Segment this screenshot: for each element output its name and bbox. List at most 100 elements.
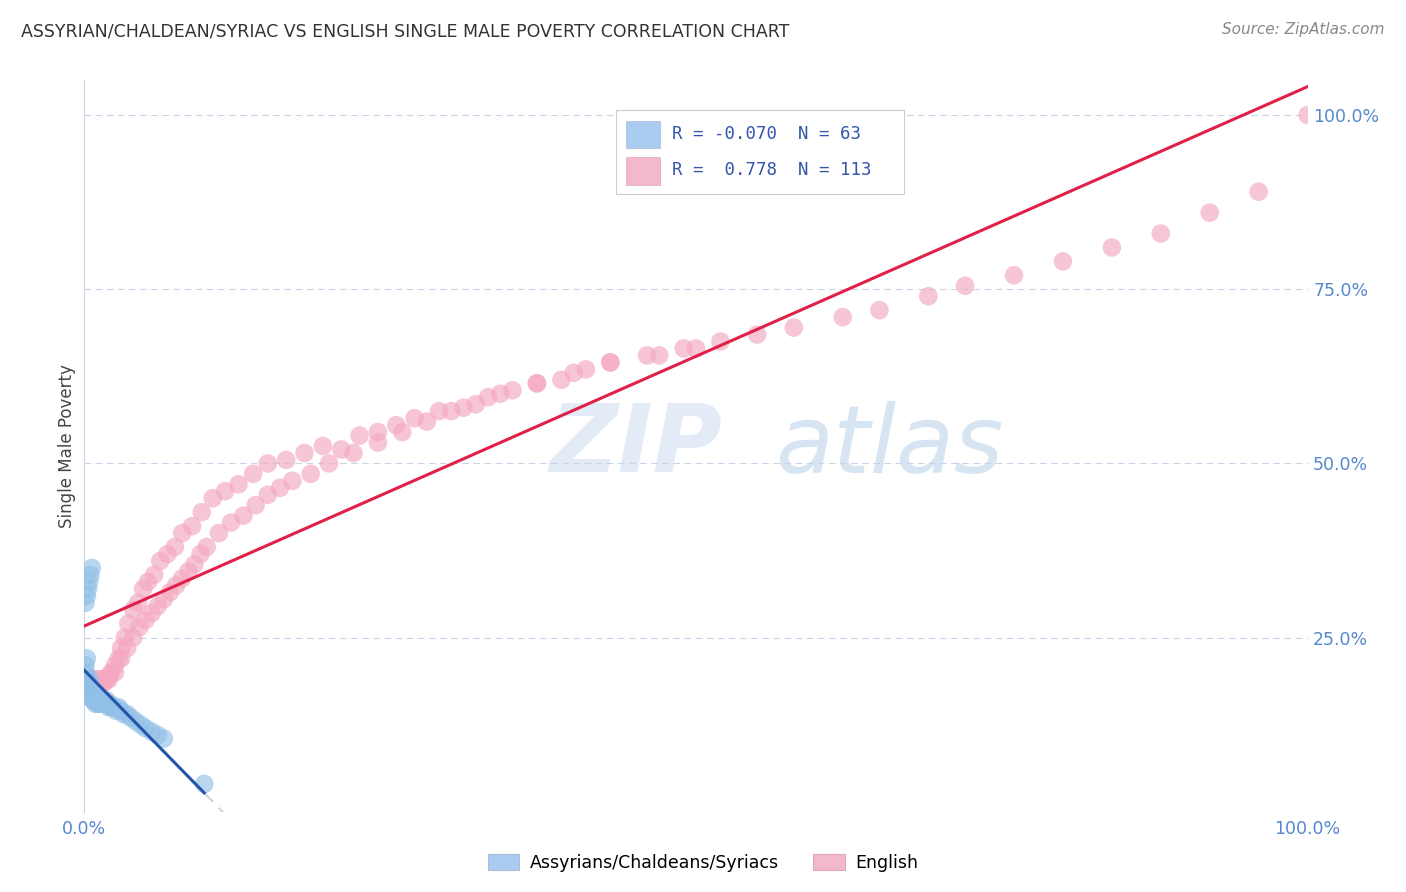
Point (79, 567, 101, 582)
Point (86, 693, 108, 707)
Y-axis label: Single Male Poverty: Single Male Poverty (58, 364, 76, 528)
Point (82, 686, 104, 700)
Point (75, 665, 97, 680)
Point (141, 606, 163, 620)
Point (135, 721, 157, 735)
Point (318, 457, 340, 471)
Point (122, 603, 145, 617)
Point (141, 724, 163, 739)
Point (100, 700, 122, 714)
Point (107, 651, 129, 665)
Point (143, 567, 166, 582)
Point (1198, 205, 1220, 219)
Point (75, 679, 97, 693)
Point (77, 673, 100, 687)
Point (80, 682, 103, 697)
Point (709, 334, 731, 349)
Point (76, 686, 98, 700)
Point (122, 631, 145, 645)
Point (77, 574, 100, 589)
Point (599, 355, 621, 369)
Point (153, 592, 176, 607)
Point (201, 491, 224, 506)
Point (149, 554, 172, 568)
Point (128, 620, 150, 634)
Point (83, 693, 105, 707)
Point (76, 589, 98, 603)
Point (177, 565, 200, 579)
Point (87, 697, 110, 711)
Point (110, 651, 132, 665)
Point (783, 320, 806, 334)
Point (172, 526, 194, 541)
Point (76, 676, 98, 690)
Point (125, 714, 148, 728)
Point (87, 697, 110, 711)
Point (87, 676, 110, 690)
Point (219, 516, 242, 530)
Point (110, 640, 132, 655)
Point (114, 631, 136, 645)
Point (94, 697, 117, 711)
Point (77, 686, 100, 700)
Point (342, 446, 364, 460)
Point (427, 404, 450, 418)
Point (1101, 240, 1123, 254)
Point (672, 342, 695, 356)
Point (181, 519, 204, 533)
Point (232, 508, 254, 523)
Point (82, 693, 104, 707)
Point (93, 676, 115, 690)
Point (526, 376, 548, 391)
Point (76, 682, 98, 697)
Legend: Assyrians/Chaldeans/Syriacs, English: Assyrians/Chaldeans/Syriacs, English (481, 847, 925, 879)
Point (77, 682, 100, 697)
Point (86, 673, 108, 687)
Point (747, 327, 769, 342)
Point (87, 676, 110, 690)
Point (107, 700, 129, 714)
Point (77, 673, 100, 687)
Point (104, 658, 127, 673)
Point (599, 355, 621, 369)
Point (90, 697, 112, 711)
Point (83, 690, 105, 704)
Point (404, 411, 426, 425)
Point (129, 717, 152, 731)
Point (91, 693, 114, 707)
Point (75, 673, 97, 687)
Point (550, 373, 572, 387)
Point (97, 700, 120, 714)
Point (97, 669, 120, 683)
Text: atlas: atlas (776, 401, 1004, 491)
Point (97, 673, 120, 687)
Point (163, 540, 186, 554)
Point (367, 425, 389, 439)
Point (84, 697, 107, 711)
Point (183, 558, 205, 572)
Point (117, 616, 139, 631)
Point (477, 390, 499, 404)
Point (77, 679, 100, 693)
Point (136, 574, 159, 589)
Point (77, 690, 100, 704)
Point (86, 690, 108, 704)
Point (648, 348, 671, 362)
Point (77, 673, 100, 687)
Point (75, 679, 97, 693)
Point (281, 474, 304, 488)
Point (80, 686, 103, 700)
Point (97, 697, 120, 711)
Point (77, 582, 100, 596)
Point (89, 673, 111, 687)
Point (330, 442, 353, 457)
Text: R = -0.070  N = 63: R = -0.070 N = 63 (672, 125, 860, 143)
Point (84, 690, 107, 704)
Point (83, 673, 105, 687)
Point (195, 540, 218, 554)
Point (208, 526, 231, 541)
Point (93, 697, 115, 711)
Point (82, 679, 104, 693)
Point (110, 704, 132, 718)
Point (191, 505, 214, 519)
